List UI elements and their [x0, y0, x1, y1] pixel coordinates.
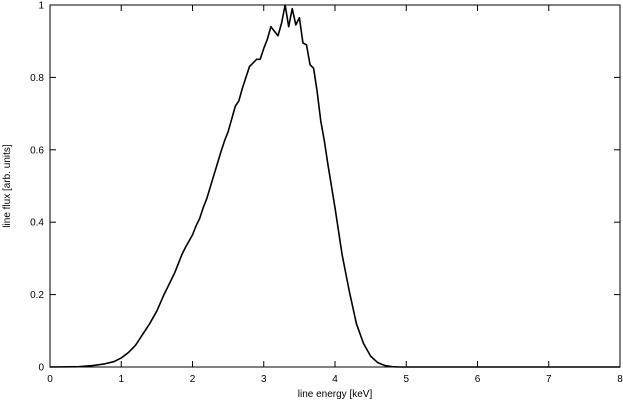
axis-tick-labels: 0 1 2 3 4 5 6 7 8 0 0.2 0.4 0.6 0.8 1	[30, 1, 623, 386]
x-tick-label: 8	[617, 374, 623, 385]
x-tick-label: 7	[546, 374, 552, 385]
y-tick-label: 0.4	[30, 218, 44, 229]
x-tick-label: 6	[475, 374, 481, 385]
x-axis-label: line energy [keV]	[298, 389, 373, 400]
x-tick-label: 3	[261, 374, 267, 385]
axis-ticks	[49, 4, 621, 368]
plot-frame	[49, 4, 621, 368]
x-tick-label: 4	[332, 374, 338, 385]
y-tick-label: 0.2	[30, 290, 44, 301]
x-tick-label: 1	[118, 374, 124, 385]
x-tick-label: 5	[403, 374, 409, 385]
y-tick-label: 1	[38, 1, 44, 12]
x-tick-label: 2	[190, 374, 196, 385]
y-axis-label: line flux [arb. units]	[2, 144, 13, 228]
y-tick-label: 0.6	[30, 145, 44, 156]
x-tick-label: 0	[47, 374, 53, 385]
y-tick-label: 0.8	[30, 73, 44, 84]
series-line	[49, 4, 620, 368]
y-tick-label: 0	[38, 363, 44, 374]
